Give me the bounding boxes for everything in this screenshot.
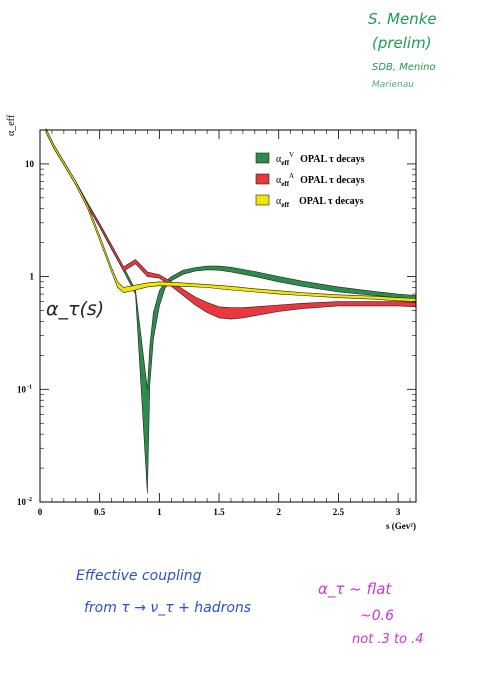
x-tick-label: 2 bbox=[276, 507, 281, 517]
legend-label-1: αeffA OPAL τ decays bbox=[276, 172, 365, 188]
y-tick-label: 10 bbox=[17, 497, 27, 507]
annotation-author: S. Menke bbox=[368, 10, 437, 28]
annotation-not-range: not .3 to .4 bbox=[352, 632, 424, 647]
y-tick-exponent: -1 bbox=[27, 384, 32, 390]
plot-border bbox=[39, 129, 417, 503]
x-tick-label: 2.5 bbox=[333, 507, 345, 517]
legend-swatch-2 bbox=[255, 194, 270, 206]
x-axis-label: s (Gev²) bbox=[386, 521, 416, 531]
plot-frame bbox=[39, 129, 417, 503]
y-tick-label: 1 bbox=[30, 272, 35, 282]
y-tick-label: 10 bbox=[25, 159, 35, 169]
annotation-names-2: Marienau bbox=[372, 80, 414, 90]
legend-swatch-0 bbox=[255, 152, 270, 164]
annotation-value: ~0.6 bbox=[360, 608, 394, 624]
x-tick-label: 1 bbox=[157, 507, 162, 517]
legend-label-2: αeff OPAL τ decays bbox=[276, 196, 364, 209]
annotation-from-tau: from τ → ν_τ + hadrons bbox=[84, 600, 252, 616]
annotation-flat: α_τ ~ flat bbox=[318, 580, 392, 598]
annotation-prelim: (prelim) bbox=[372, 34, 432, 52]
x-tick-label: 1.5 bbox=[213, 507, 225, 517]
y-tick-exponent: -2 bbox=[27, 497, 32, 503]
legend-swatch-1 bbox=[255, 173, 270, 185]
annotation-alpha-tau: α_τ(s) bbox=[46, 298, 105, 320]
y-tick-label: 10 bbox=[17, 384, 27, 394]
x-tick-label: 0 bbox=[38, 507, 43, 517]
legend: αeffV OPAL τ decays αeffA OPAL τ decays αeff… bbox=[255, 151, 365, 209]
annotation-names: SDB, Menino bbox=[372, 62, 436, 73]
annotation-effective-coupling: Effective coupling bbox=[76, 568, 202, 584]
x-tick-label: 3 bbox=[396, 507, 401, 517]
legend-label-0: αeffV OPAL τ decays bbox=[276, 151, 365, 167]
y-axis-label: α_eff bbox=[6, 114, 17, 136]
x-tick-label: 0.5 bbox=[94, 507, 106, 517]
